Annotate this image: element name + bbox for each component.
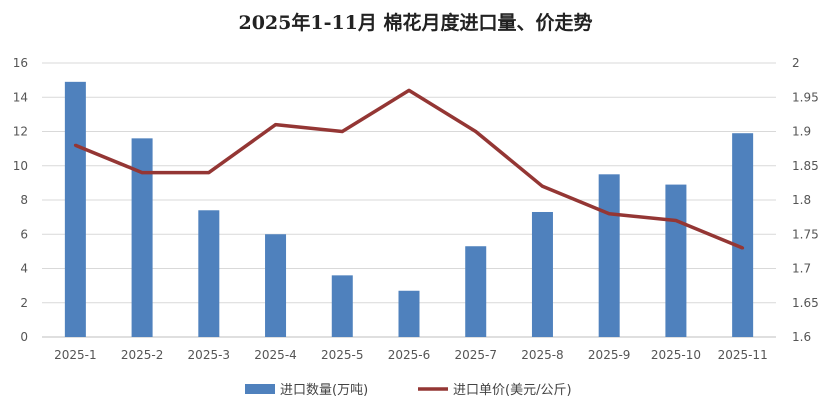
bar-2025-9 (598, 174, 620, 337)
x-tick-label: 2025-3 (188, 348, 231, 362)
legend-label-bars: 进口数量(万吨) (280, 383, 368, 398)
y-left-tick: 4 (20, 262, 28, 276)
line-point-2025-9 (607, 212, 611, 216)
x-tick-label: 2025-8 (521, 348, 564, 362)
y-right-tick: 1.6 (792, 330, 811, 344)
y-left-tick: 12 (13, 125, 28, 139)
line-point-2025-1 (73, 143, 77, 147)
y-left-tick: 16 (13, 56, 28, 70)
line-point-2025-7 (474, 130, 478, 133)
y-right-tick: 1.95 (792, 90, 819, 104)
price-line (74, 88, 744, 250)
y-axis-left: 0 2 4 6 8 10 12 14 16 (13, 56, 28, 344)
bar-series (64, 81, 754, 338)
x-tick-label: 2025-1 (54, 348, 97, 362)
x-tick-label: 2025-9 (588, 348, 631, 362)
y-left-tick: 8 (20, 193, 28, 207)
line-point-2025-11 (741, 246, 745, 250)
y-left-tick: 10 (13, 159, 28, 173)
bar-2025-6 (398, 290, 420, 337)
y-axis-right: 1.6 1.65 1.7 1.75 1.8 1.85 1.9 1.95 2 (792, 56, 819, 344)
line-point-2025-8 (540, 184, 544, 188)
bar-2025-7 (465, 246, 487, 337)
x-tick-label: 2025-6 (388, 348, 431, 362)
bar-2025-10 (665, 184, 687, 337)
x-tick-label: 2025-11 (718, 348, 768, 362)
x-tick-label: 2025-4 (254, 348, 297, 362)
y-right-tick: 1.65 (792, 296, 819, 310)
line-point-2025-4 (274, 123, 278, 127)
x-tick-label: 2025-5 (321, 348, 364, 362)
y-left-tick: 6 (20, 227, 28, 241)
y-right-tick: 1.8 (792, 193, 811, 207)
y-left-tick: 2 (20, 296, 28, 310)
legend-swatch-bars (245, 384, 275, 394)
line-point-2025-6 (407, 88, 411, 92)
x-tick-label: 2025-2 (121, 348, 164, 362)
bar-2025-4 (265, 234, 287, 337)
line-point-2025-5 (340, 130, 344, 133)
line-series (73, 88, 745, 250)
x-tick-label: 2025-10 (651, 348, 701, 362)
bar-2025-2 (131, 138, 153, 337)
line-point-2025-10 (674, 219, 678, 223)
y-right-tick: 1.75 (792, 227, 819, 241)
x-tick-label: 2025-7 (454, 348, 497, 362)
line-point-2025-3 (207, 171, 211, 175)
x-axis: 2025-1 2025-2 2025-3 2025-4 2025-5 2025-6 2025… (54, 348, 768, 362)
y-left-tick: 0 (20, 330, 28, 344)
y-left-tick: 14 (13, 90, 28, 104)
legend-label-line: 进口单价(美元/公斤) (453, 383, 572, 398)
legend: 进口数量(万吨) 进口单价(美元/公斤) (245, 383, 572, 398)
chart-title: 2025年1-11月 棉花月度进口量、价走势 (238, 12, 593, 34)
bar-2025-11 (732, 133, 754, 337)
line-point-2025-2 (140, 171, 144, 175)
y-right-tick: 1.9 (792, 125, 811, 139)
y-right-tick: 1.85 (792, 159, 819, 173)
bar-2025-1 (64, 81, 86, 338)
y-right-tick: 1.7 (792, 262, 811, 276)
y-right-tick: 2 (792, 56, 800, 70)
bar-2025-5 (331, 275, 353, 337)
bar-2025-8 (531, 211, 553, 337)
bar-2025-3 (198, 210, 220, 337)
